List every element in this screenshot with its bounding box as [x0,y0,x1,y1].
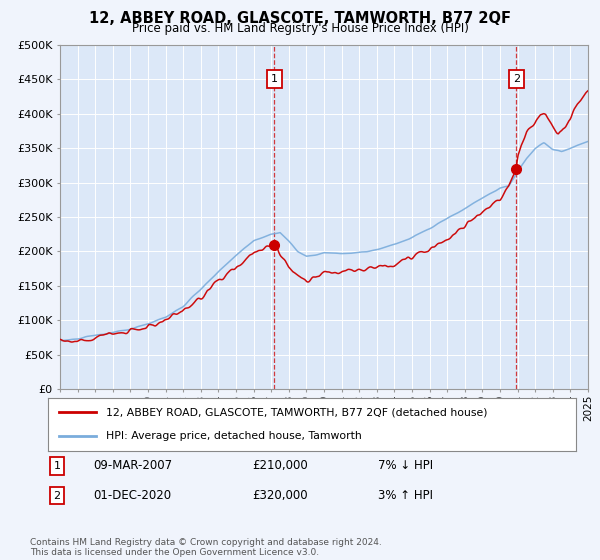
Text: 2: 2 [512,74,520,84]
Text: 01-DEC-2020: 01-DEC-2020 [93,489,171,502]
Text: 1: 1 [271,74,278,84]
Text: £320,000: £320,000 [252,489,308,502]
Text: Price paid vs. HM Land Registry's House Price Index (HPI): Price paid vs. HM Land Registry's House … [131,22,469,35]
Text: 12, ABBEY ROAD, GLASCOTE, TAMWORTH, B77 2QF (detached house): 12, ABBEY ROAD, GLASCOTE, TAMWORTH, B77 … [106,408,488,418]
Text: 2: 2 [53,491,61,501]
Text: 1: 1 [53,461,61,471]
Text: HPI: Average price, detached house, Tamworth: HPI: Average price, detached house, Tamw… [106,431,362,441]
Text: 3% ↑ HPI: 3% ↑ HPI [378,489,433,502]
Text: 09-MAR-2007: 09-MAR-2007 [93,459,172,473]
Text: 7% ↓ HPI: 7% ↓ HPI [378,459,433,473]
Text: £210,000: £210,000 [252,459,308,473]
Text: 12, ABBEY ROAD, GLASCOTE, TAMWORTH, B77 2QF: 12, ABBEY ROAD, GLASCOTE, TAMWORTH, B77 … [89,11,511,26]
Text: Contains HM Land Registry data © Crown copyright and database right 2024.
This d: Contains HM Land Registry data © Crown c… [30,538,382,557]
